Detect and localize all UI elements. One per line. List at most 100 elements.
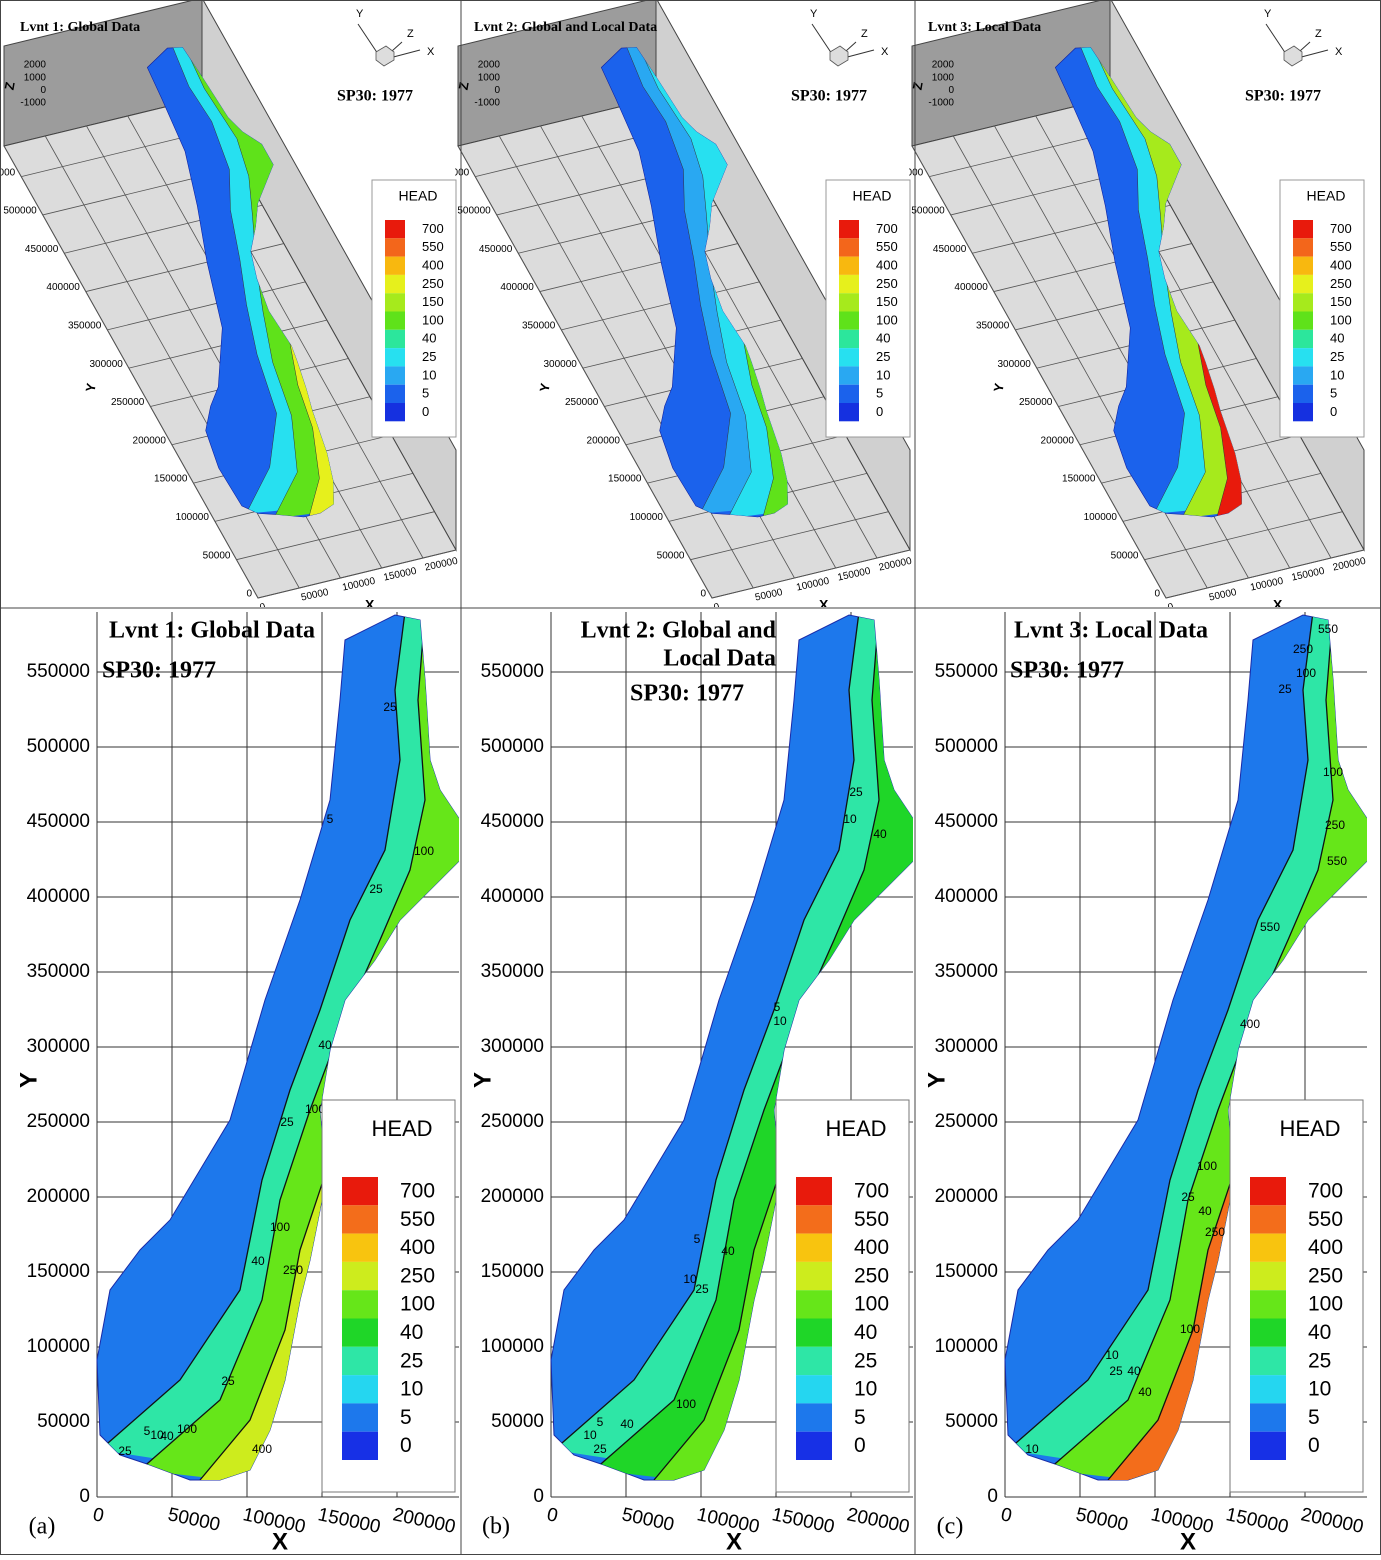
panel-title: Lvnt 3: Local Data xyxy=(928,20,1041,35)
legend-label: 400 xyxy=(400,1236,435,1259)
legend-label: 250 xyxy=(854,1264,889,1287)
legend-label: 700 xyxy=(1330,221,1352,236)
triad-label: Y xyxy=(356,8,364,20)
contour-label: 25 xyxy=(118,1444,132,1458)
triad-label: Z xyxy=(861,28,868,40)
legend-label: 550 xyxy=(854,1208,889,1231)
legend-label: 250 xyxy=(1308,1264,1343,1287)
contour-label: 250 xyxy=(1325,818,1345,832)
y-tick-label: 0 xyxy=(533,1486,544,1507)
legend-swatch xyxy=(796,1375,832,1403)
legend-label: 100 xyxy=(876,312,898,327)
y-tick-label: 300000 xyxy=(935,1036,998,1057)
legend-swatch xyxy=(1250,1347,1286,1375)
y-tick-label: 500000 xyxy=(911,206,945,217)
legend-label: 25 xyxy=(1308,1349,1331,1372)
legend-swatch xyxy=(839,257,859,275)
y-tick-label: 450000 xyxy=(479,244,513,255)
legend-box xyxy=(1230,1100,1363,1492)
contour-label: 40 xyxy=(620,1417,634,1431)
contour-label: 25 xyxy=(849,785,863,799)
legend-swatch xyxy=(1250,1262,1286,1290)
legend-label: 5 xyxy=(876,386,883,401)
z-tick-label: 0 xyxy=(494,85,500,96)
legend-label: 40 xyxy=(876,331,890,346)
legend-swatch xyxy=(796,1177,832,1205)
contour-label: 25 xyxy=(1109,1364,1123,1378)
y-tick-label: 0 xyxy=(700,589,706,600)
legend-swatch xyxy=(839,385,859,403)
legend-swatch xyxy=(1293,257,1313,275)
x-axis-label: X xyxy=(272,1528,288,1555)
legend-swatch xyxy=(839,348,859,366)
contour-label: 100 xyxy=(270,1220,290,1234)
contour-label: 100 xyxy=(1180,1322,1200,1336)
y-tick-label: 450000 xyxy=(933,244,967,255)
panel-subtitle: SP30: 1977 xyxy=(102,658,216,684)
z-tick-label: 0 xyxy=(40,85,46,96)
legend-swatch xyxy=(342,1262,378,1290)
panel-title: Lvnt 2: Global and xyxy=(581,618,777,644)
legend-label: 400 xyxy=(422,258,444,273)
contour-label: 40 xyxy=(318,1038,332,1052)
legend-swatch xyxy=(342,1375,378,1403)
y-tick-label: 150000 xyxy=(935,1261,998,1282)
legend-swatch xyxy=(1250,1234,1286,1262)
z-tick-label: -1000 xyxy=(474,98,500,109)
y-tick-label: 250000 xyxy=(27,1111,90,1132)
y-tick-label: 50000 xyxy=(945,1411,998,1432)
legend-label: 5 xyxy=(1308,1406,1320,1429)
y-tick-label: 50000 xyxy=(1111,550,1139,561)
panel-title: Local Data xyxy=(663,646,776,672)
contour-label: 10 xyxy=(773,1014,787,1028)
y-tick-label: 400000 xyxy=(27,886,90,907)
legend-label: 10 xyxy=(400,1378,423,1401)
panel-title: Lvnt 1: Global Data xyxy=(20,20,140,35)
y-tick-label: 350000 xyxy=(68,321,102,332)
contour-label: 10 xyxy=(843,812,857,826)
legend-label: 25 xyxy=(876,349,890,364)
y-tick-label: 100000 xyxy=(630,512,664,523)
legend-swatch xyxy=(839,366,859,384)
z-tick-label: 1000 xyxy=(478,72,501,83)
legend-swatch xyxy=(1293,275,1313,293)
legend-title: HEAD xyxy=(399,188,438,204)
legend-swatch xyxy=(385,385,405,403)
legend-swatch xyxy=(796,1262,832,1290)
legend-title: HEAD xyxy=(853,188,892,204)
legend-swatch xyxy=(1250,1403,1286,1431)
legend-swatch xyxy=(839,238,859,256)
legend-swatch xyxy=(796,1290,832,1318)
y-tick-label: 550000 xyxy=(481,661,544,682)
legend-swatch xyxy=(1293,312,1313,330)
legend-label: 100 xyxy=(1308,1293,1343,1316)
contour-label: 40 xyxy=(1198,1204,1212,1218)
legend-title: HEAD xyxy=(371,1116,432,1141)
y-tick-label: 300000 xyxy=(543,359,577,370)
y-tick-label: 200000 xyxy=(481,1186,544,1207)
legend-label: 150 xyxy=(422,294,444,309)
legend-swatch xyxy=(342,1403,378,1431)
contour-label: 100 xyxy=(177,1422,197,1436)
legend-label: 5 xyxy=(854,1406,866,1429)
legend-label: 150 xyxy=(876,294,898,309)
legend-swatch xyxy=(385,366,405,384)
y-tick-label: 300000 xyxy=(27,1036,90,1057)
y-tick-label: 100000 xyxy=(481,1336,544,1357)
y-tick-label: 450000 xyxy=(27,811,90,832)
legend-label: 40 xyxy=(400,1321,423,1344)
y-tick-label: 150000 xyxy=(608,474,642,485)
y-tick-label: 0 xyxy=(987,1486,998,1507)
y-axis-label: Y xyxy=(923,1072,950,1088)
legend-label: 40 xyxy=(1308,1321,1331,1344)
contour-label: 25 xyxy=(383,700,397,714)
contour-label: 25 xyxy=(369,882,383,896)
legend-swatch xyxy=(1293,366,1313,384)
z-tick-label: 2000 xyxy=(478,60,501,71)
y-tick-label: 50000 xyxy=(203,550,231,561)
legend-swatch xyxy=(839,220,859,238)
contour-label: 550 xyxy=(1318,622,1338,636)
legend-swatch xyxy=(1293,348,1313,366)
y-tick-label: 400000 xyxy=(954,282,988,293)
legend-label: 550 xyxy=(1330,239,1352,254)
